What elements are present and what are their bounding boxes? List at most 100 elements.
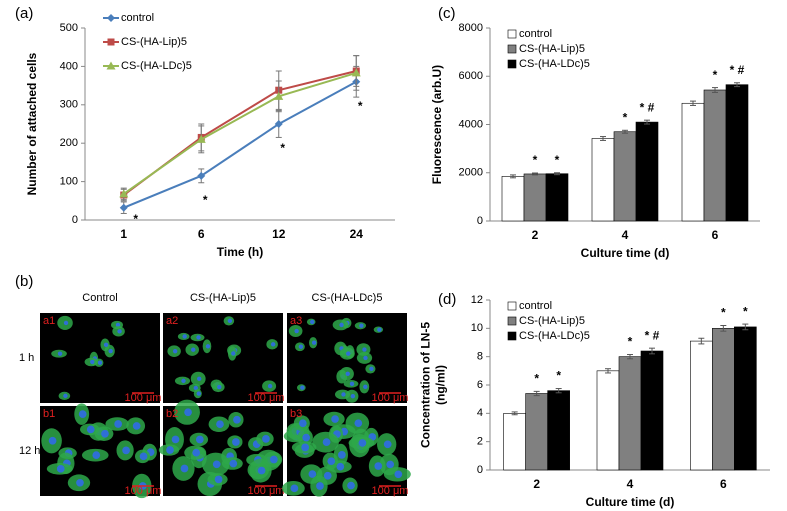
legend-label: control [121, 12, 154, 24]
nucleus [298, 419, 307, 428]
legend-swatch [507, 316, 517, 326]
y-tick-label: 400 [60, 60, 78, 72]
y-tick-label: 100 [60, 176, 78, 188]
annotation: * [743, 304, 748, 318]
nucleus [262, 435, 270, 443]
row-label: 1 h [19, 352, 34, 364]
legend-swatch [507, 331, 517, 341]
bar [618, 356, 642, 471]
y-tick-label: 8 [477, 351, 483, 363]
bar [613, 131, 637, 222]
nucleus [290, 484, 299, 493]
marker [107, 14, 115, 22]
annotation: * [623, 110, 628, 124]
column-label: Control [82, 292, 117, 304]
legend-swatch [507, 59, 517, 69]
legend-label: CS-(HA-LDc)5 [121, 60, 192, 72]
line [123, 70, 357, 196]
nucleus [101, 429, 109, 438]
x-axis-title: Culture time (d) [581, 246, 670, 260]
y-axis-title: Concentration of LN-5 [419, 322, 433, 448]
x-tick-label: 6 [712, 228, 719, 242]
nucleus [171, 435, 180, 444]
micrograph: b2 100 μm [158, 399, 284, 497]
scale-bar-label: 100 μm [248, 392, 285, 404]
scale-bar-label: 100 μm [125, 485, 162, 497]
marker [274, 91, 284, 100]
bar [523, 173, 547, 222]
bar [690, 340, 713, 471]
bar [703, 89, 727, 222]
y-tick-label: 10 [471, 322, 483, 334]
nucleus [349, 381, 355, 386]
marker [197, 171, 206, 180]
annotation: * [555, 153, 560, 167]
bar [545, 173, 569, 222]
micrograph: a3 100 μm [287, 313, 408, 404]
marker [274, 120, 283, 128]
nucleus [270, 455, 278, 464]
nucleus [212, 460, 221, 469]
nucleus [48, 436, 57, 445]
y-tick-label: 4 [477, 407, 483, 419]
nucleus [180, 464, 189, 473]
nucleus [192, 448, 201, 457]
x-tick-label: 4 [622, 228, 629, 242]
nucleus [338, 451, 346, 459]
nucleus [354, 419, 363, 428]
y-tick-label: 300 [60, 99, 78, 111]
nucleus [231, 351, 236, 356]
cell-label: b3 [290, 408, 302, 420]
annotation: * [280, 141, 285, 155]
nucleus [322, 438, 331, 446]
nucleus [310, 319, 315, 325]
nucleus [78, 410, 87, 418]
marker [119, 203, 128, 212]
nucleus [196, 335, 201, 340]
column-label: CS-(HA-Lip)5 [190, 292, 256, 304]
legend-swatch [507, 29, 517, 39]
nucleus [214, 475, 223, 484]
bar [501, 176, 525, 222]
panel-label: (b) [15, 273, 33, 290]
x-tick-label: 24 [350, 227, 364, 241]
micrograph-bg [40, 313, 160, 403]
nucleus [63, 320, 69, 326]
nucleus [369, 366, 374, 372]
cell-label: b2 [166, 408, 178, 420]
nucleus [363, 384, 368, 390]
nucleus [233, 415, 241, 424]
nucleus [229, 459, 238, 468]
bar [640, 350, 664, 471]
nucleus [115, 322, 121, 328]
nucleus [302, 433, 311, 442]
nucleus [92, 451, 101, 460]
annotation: * [133, 212, 138, 226]
annotation: * [721, 306, 726, 320]
nucleus [139, 452, 148, 461]
bar [725, 84, 749, 222]
nucleus [132, 422, 141, 430]
y-tick-label: 12 [471, 294, 483, 306]
marker [119, 189, 129, 198]
nucleus [193, 385, 198, 391]
bar [635, 121, 659, 222]
y-tick-label: 8000 [459, 22, 483, 34]
x-tick-label: 6 [198, 227, 205, 241]
nucleus [347, 481, 355, 490]
bar [525, 393, 548, 471]
nucleus [331, 415, 339, 423]
bar [681, 102, 705, 222]
nucleus [374, 462, 383, 470]
nucleus [166, 446, 174, 454]
legend-label: CS-(HA-LDc)5 [519, 330, 590, 342]
row-label: 12 h [19, 445, 40, 457]
nucleus [383, 440, 392, 449]
micrograph: b3 100 μm [282, 406, 411, 497]
legend-swatch [507, 301, 517, 311]
nucleus [363, 355, 368, 361]
nucleus [298, 344, 304, 349]
nucleus [308, 470, 317, 478]
nucleus [362, 347, 367, 352]
x-tick-label: 4 [627, 477, 634, 491]
